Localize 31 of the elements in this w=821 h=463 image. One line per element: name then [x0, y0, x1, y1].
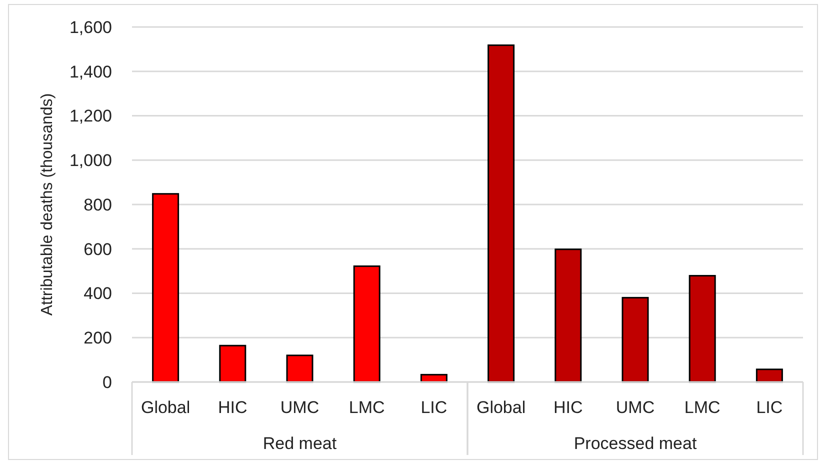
bar	[353, 265, 380, 383]
x-tick-label: HIC	[218, 398, 248, 417]
y-tick-label: 1,200	[69, 106, 112, 126]
x-tick-label: LMC	[348, 398, 385, 417]
x-tick-label: LIC	[420, 398, 448, 417]
bar	[622, 296, 649, 383]
y-tick-label: 0	[102, 372, 112, 392]
y-tick-label: 1,400	[69, 62, 112, 82]
x-tick-label: HIC	[554, 398, 583, 417]
x-tick-label: Global	[140, 398, 190, 417]
y-tick-label: 400	[84, 284, 112, 304]
bar	[688, 274, 716, 383]
y-tick-label: 1,000	[69, 151, 112, 170]
bar	[488, 44, 515, 383]
bar	[756, 368, 783, 383]
y-axis-title: Attributable deaths (thousands)	[39, 93, 56, 316]
text: Processed meat	[574, 434, 697, 453]
x-tick-label: LIC	[756, 398, 783, 417]
y-tick-label: 800	[84, 195, 112, 214]
bar	[219, 344, 246, 383]
bar	[554, 248, 582, 383]
y-tick-label: 1,600	[69, 18, 112, 37]
x-tick-label: UMC	[616, 398, 655, 417]
x-tick-label: LMC	[684, 398, 720, 417]
x-tick-label: UMC	[280, 398, 320, 417]
bar	[152, 193, 180, 383]
x-tick-label: Global	[476, 398, 526, 417]
y-tick-label: 200	[84, 328, 112, 348]
text: Red meat	[262, 434, 337, 453]
y-tick-label: 600	[84, 240, 112, 259]
bar	[286, 354, 314, 383]
